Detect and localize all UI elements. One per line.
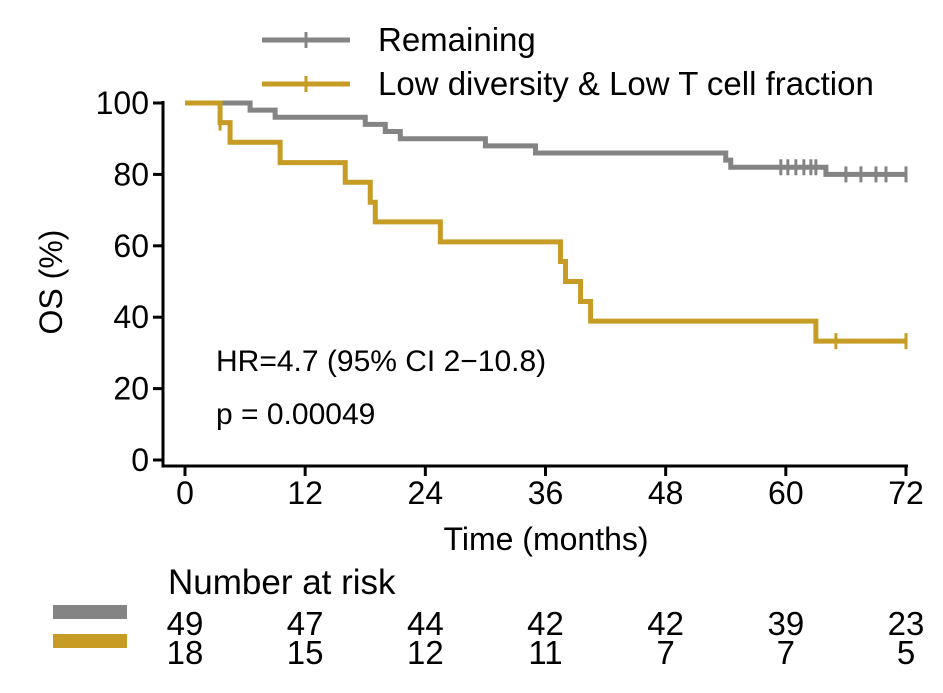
risk-value: 42	[527, 605, 564, 642]
x-axis-label: Time (months)	[443, 521, 648, 557]
risk-value: 15	[287, 634, 324, 671]
risk-value: 44	[407, 605, 444, 642]
risk-value: 12	[407, 634, 444, 671]
x-tick-label: 36	[528, 475, 564, 511]
risk-value: 7	[656, 634, 674, 671]
x-tick-label: 48	[648, 475, 684, 511]
p-value-annotation: p = 0.00049	[216, 398, 375, 431]
risk-table: 49 47 44 42 42 39 23 18 15 12 11 7 7 5	[53, 605, 924, 671]
risk-value: 39	[767, 605, 804, 642]
x-tick-label: 24	[408, 475, 444, 511]
y-tick-label: 100	[96, 85, 149, 121]
survival-curves	[185, 100, 908, 350]
risk-value: 23	[888, 605, 925, 642]
y-tick-label: 60	[113, 228, 149, 264]
x-tick-label: 12	[287, 475, 323, 511]
risk-value: 18	[167, 634, 204, 671]
risk-value: 42	[647, 605, 684, 642]
hr-annotation: HR=4.7 (95% CI 2−10.8)	[216, 345, 546, 378]
risk-value: 47	[287, 605, 324, 642]
risk-value: 5	[897, 634, 915, 671]
risk-table-title: Number at risk	[168, 563, 396, 602]
legend: Remaining Low diversity & Low T cell frac…	[262, 21, 874, 102]
axes: 0 20 40 60 80 100 0 12 24 36 48 60 72	[96, 85, 924, 511]
y-axis-label: OS (%)	[33, 230, 69, 335]
x-tick-label: 72	[888, 475, 924, 511]
risk-value: 7	[777, 634, 795, 671]
risk-row-swatch	[53, 605, 127, 619]
curve-series-1	[185, 100, 906, 177]
legend-label: Low diversity & Low T cell fraction	[378, 65, 874, 102]
y-tick-label: 20	[113, 371, 149, 407]
x-tick-label: 0	[176, 475, 194, 511]
y-tick-label: 80	[113, 156, 149, 192]
y-tick-label: 0	[131, 442, 149, 478]
x-tick-label: 60	[768, 475, 804, 511]
annotations: HR=4.7 (95% CI 2−10.8) p = 0.00049	[216, 345, 546, 431]
curve-series-2	[185, 100, 906, 344]
risk-value: 49	[167, 605, 204, 642]
risk-row-swatch	[53, 634, 127, 648]
y-tick-label: 40	[113, 299, 149, 335]
risk-value: 11	[528, 634, 562, 671]
legend-label: Remaining	[378, 21, 536, 58]
